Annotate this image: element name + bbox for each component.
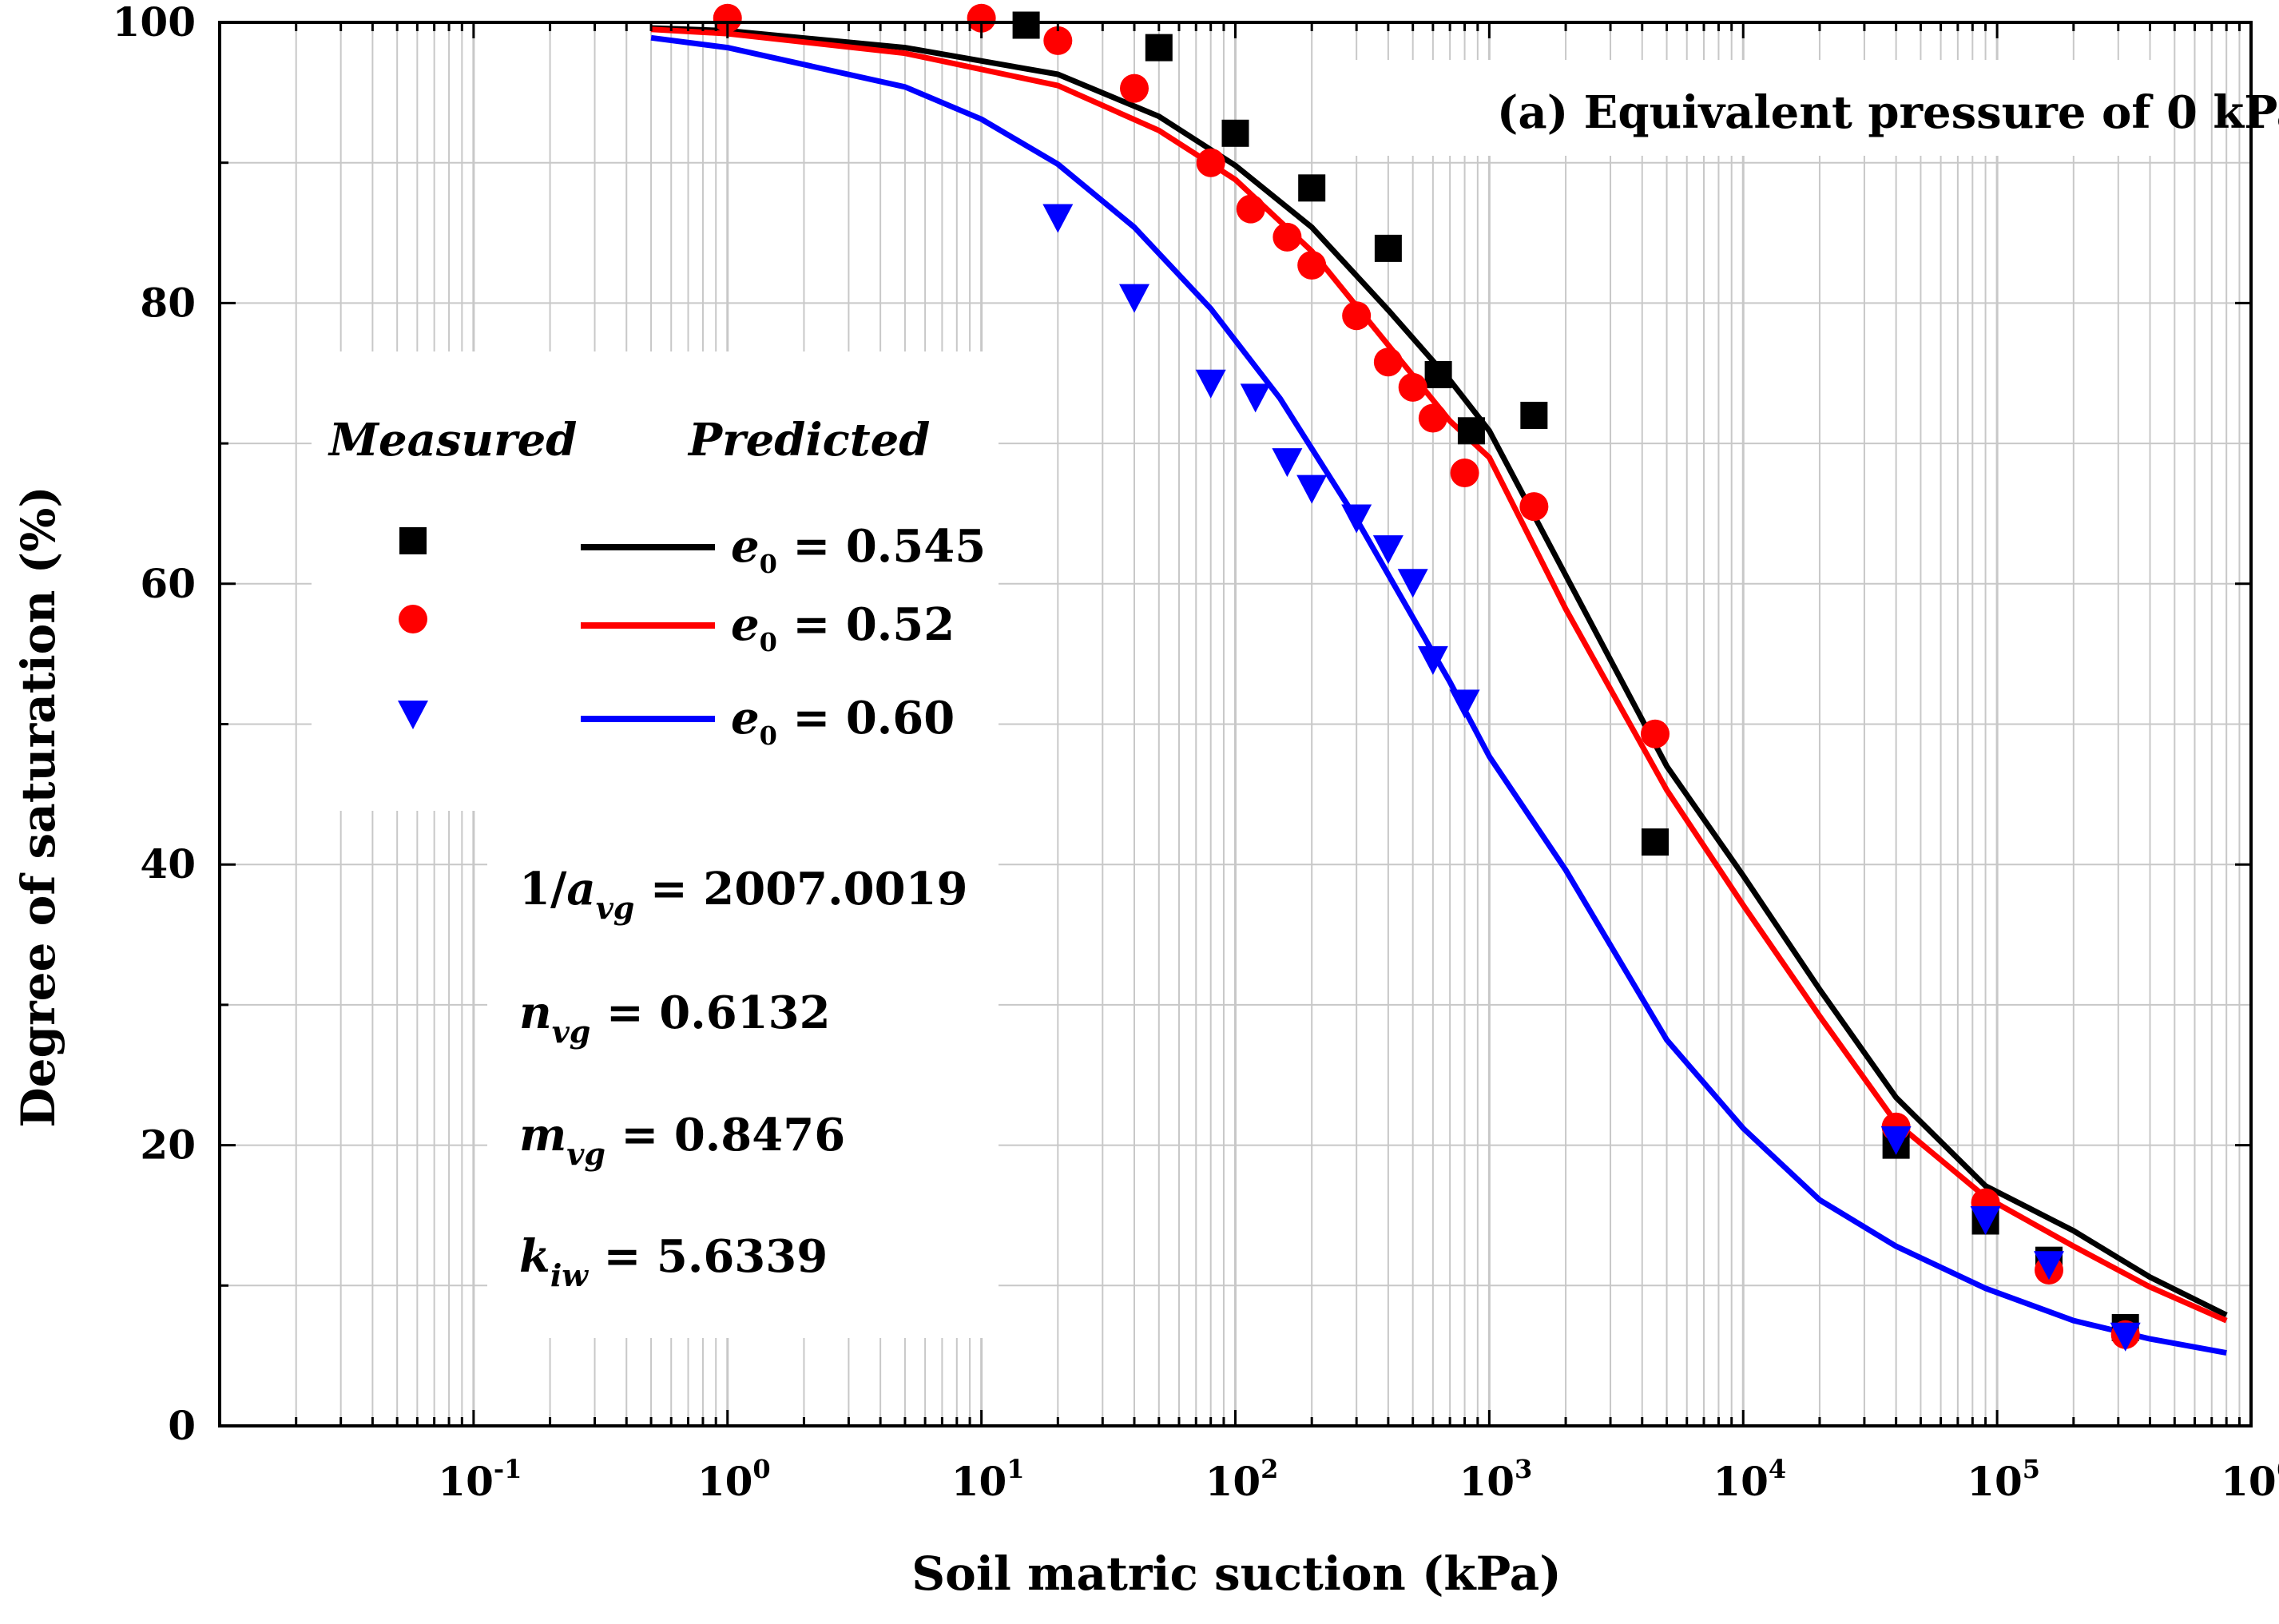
x-tick-label: 105 — [1967, 1454, 2040, 1505]
legend-label: e0 = 0.60 — [731, 692, 955, 751]
square-marker — [399, 527, 427, 554]
triangle-marker — [1195, 369, 1226, 399]
circle-marker — [1120, 73, 1149, 103]
title-box — [1326, 60, 2173, 156]
circle-marker — [1450, 458, 1479, 487]
parameter-0: 1/avg = 2007.0019 — [519, 863, 968, 926]
triangle-marker — [1970, 1205, 2001, 1235]
legend-label: e0 = 0.545 — [731, 520, 986, 579]
triangle-marker — [1341, 504, 1372, 534]
circle-marker — [1641, 719, 1670, 748]
measured-markers — [713, 3, 2141, 1352]
triangle-marker — [1042, 204, 1074, 233]
triangle-marker — [398, 701, 428, 729]
triangle-marker — [1880, 1126, 1912, 1155]
triangle-marker — [1296, 474, 1328, 504]
parameter-3: kiw = 5.6339 — [519, 1230, 828, 1293]
triangle-marker — [1397, 569, 1428, 598]
x-tick-label: 103 — [1459, 1454, 1532, 1505]
x-tick-label: 104 — [1713, 1454, 1786, 1505]
axes: 10-1 100 101 102 103 104 105 106 0 20 40 60 80 100 — [113, 0, 2279, 1505]
predicted-line — [650, 25, 2228, 1318]
triangle-marker — [1240, 383, 1271, 413]
square-marker — [1145, 34, 1173, 62]
square-marker — [1298, 174, 1326, 202]
square-marker — [1520, 401, 1548, 429]
legend-box — [312, 351, 999, 811]
circle-marker — [1373, 347, 1403, 377]
triangle-marker — [2034, 1251, 2065, 1281]
circle-marker — [1043, 26, 1073, 55]
triangle-marker — [2110, 1322, 2141, 1352]
y-tick-label: 20 — [140, 1122, 196, 1169]
circle-marker — [967, 3, 996, 33]
legend-predicted-header: Predicted — [687, 414, 930, 467]
circle-marker — [1297, 250, 1327, 280]
x-tick-label: 106 — [2221, 1454, 2279, 1505]
circle-marker — [399, 605, 427, 633]
circle-marker — [1273, 222, 1302, 252]
x-tick-label: 102 — [1205, 1454, 1279, 1505]
x-tick-label: 10-1 — [438, 1454, 522, 1505]
legend-label: e0 = 0.52 — [731, 598, 955, 657]
y-axis-title: Degree of saturation (%) — [11, 486, 66, 1127]
x-tick-label: 100 — [697, 1454, 771, 1505]
square-marker — [1221, 119, 1249, 147]
y-tick-label: 0 — [168, 1402, 196, 1449]
y-tick-label: 80 — [140, 279, 196, 326]
circle-marker — [1236, 194, 1265, 224]
circle-marker — [1418, 403, 1447, 433]
chart-title: (a) Equivalent pressure of 0 kPa — [1497, 86, 2279, 139]
x-axis-title: Soil matric suction (kPa) — [911, 1547, 1561, 1601]
legend-measured-header: Measured — [328, 414, 577, 467]
y-tick-label: 40 — [140, 840, 196, 887]
triangle-marker — [1272, 448, 1303, 478]
square-marker — [1642, 828, 1670, 856]
square-marker — [1374, 234, 1402, 262]
circle-marker — [1342, 301, 1372, 331]
triangle-marker — [1119, 284, 1150, 313]
legend: Measured Predicted e0 = 0.545 e0 = 0.52 e0 =… — [328, 414, 986, 751]
x-tick-label: 101 — [951, 1454, 1025, 1505]
annotation-boxes — [312, 60, 2173, 1338]
triangle-marker — [1417, 645, 1448, 675]
triangle-marker — [1449, 689, 1480, 719]
parameter-2: mvg = 0.8476 — [519, 1109, 845, 1172]
circle-marker — [1196, 148, 1225, 177]
square-marker — [1012, 11, 1040, 39]
parameter-1: nvg = 0.6132 — [519, 987, 831, 1050]
circle-marker — [713, 3, 742, 33]
square-marker — [1457, 417, 1485, 445]
circle-marker — [1398, 372, 1427, 402]
square-marker — [1424, 361, 1452, 389]
y-tick-label: 60 — [140, 560, 196, 607]
parameters-box-bg — [487, 811, 999, 1338]
triangle-marker — [1372, 535, 1404, 565]
parameters-box: 1/avg = 2007.0019 nvg = 0.6132 mvg = 0.847… — [519, 863, 968, 1293]
circle-marker — [1519, 492, 1549, 522]
y-tick-label: 100 — [113, 0, 196, 46]
predicted-line — [650, 34, 2227, 1356]
